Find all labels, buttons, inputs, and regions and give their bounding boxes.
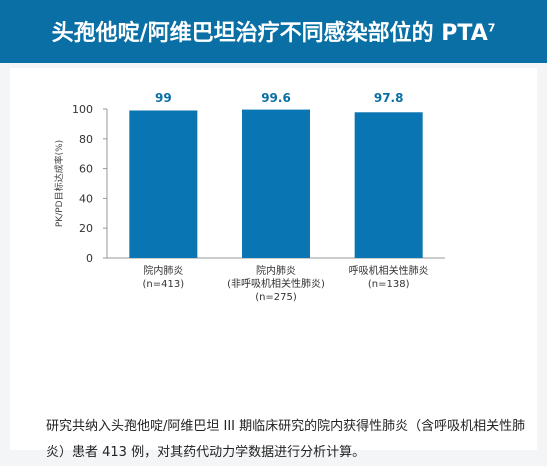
y-axis-title: PK/PD目标达成率(%)	[53, 140, 65, 227]
content-panel: 0 20 40 60 80 100 PK/PD目标达成率(%) 99 院内肺炎 (n=413) 9…	[10, 68, 537, 460]
title-reference-number: 7	[487, 21, 496, 35]
bar-value-label: 99	[155, 91, 172, 105]
x-category-label: (非呼吸机相关性肺炎)	[227, 277, 325, 290]
chart-labels: 99院内肺炎(n=413)99.6院内肺炎(非呼吸机相关性肺炎)(n=275)9…	[143, 91, 429, 303]
page-title-text: 头孢他啶/阿维巴坦治疗不同感染部位的 PTA	[51, 21, 488, 46]
y-tick-label: 100	[72, 103, 93, 116]
bar-chart: 0 20 40 60 80 100 PK/PD目标达成率(%) 99 院内肺炎 (n=413) 9…	[53, 91, 445, 303]
x-category-label: 院内肺炎	[256, 264, 296, 277]
study-description: 研究共纳入头孢他啶/阿维巴坦 III 期临床研究的院内获得性肺炎（含呼吸机相关性…	[46, 419, 526, 460]
page-title: 头孢他啶/阿维巴坦治疗不同感染部位的 PTA7	[0, 15, 547, 47]
y-tick-label: 80	[79, 133, 93, 146]
chart-bars	[129, 109, 423, 258]
x-category-label: (n=413)	[143, 279, 185, 290]
chart-axes: 0 20 40 60 80 100 PK/PD目标达成率(%)	[53, 103, 445, 265]
y-tick-label: 20	[79, 222, 93, 235]
y-tick-label: 60	[79, 163, 93, 176]
x-category-label: 呼吸机相关性肺炎	[349, 264, 429, 277]
bar-value-label: 97.8	[374, 91, 404, 105]
y-tick-label: 0	[86, 252, 93, 265]
bar	[242, 109, 310, 258]
x-category-label: (n=275)	[255, 292, 297, 303]
header-banner: 头孢他啶/阿维巴坦治疗不同感染部位的 PTA7	[0, 0, 547, 63]
bar	[354, 112, 423, 258]
bar	[129, 110, 198, 258]
x-category-label: 院内肺炎	[143, 264, 183, 277]
y-tick-label: 40	[79, 192, 93, 205]
x-category-label: (n=138)	[368, 279, 410, 290]
bar-value-label: 99.6	[261, 91, 291, 105]
